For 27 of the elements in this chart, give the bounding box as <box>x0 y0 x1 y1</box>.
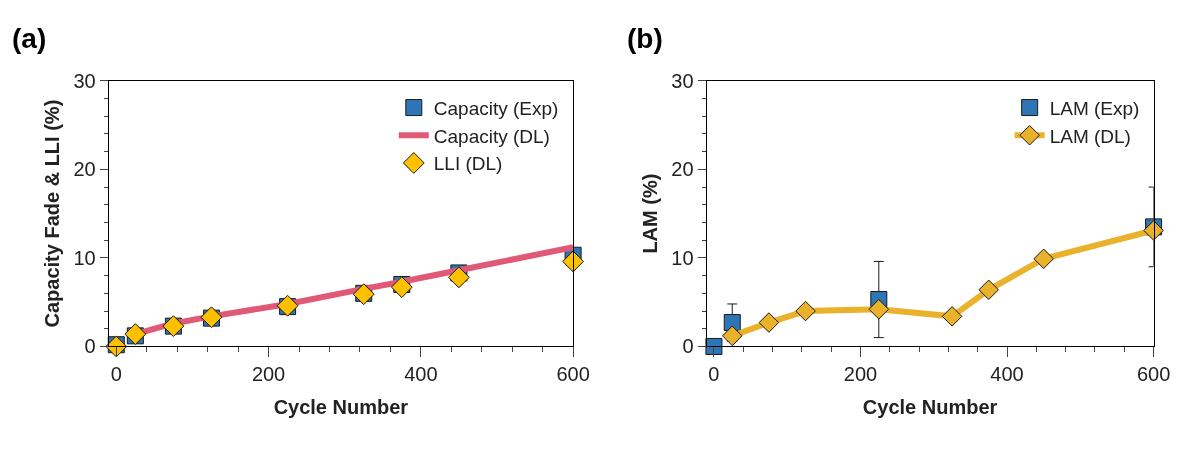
legend-label: Capacity (Exp) <box>433 97 559 119</box>
x-tick-label: 0 <box>110 363 122 386</box>
y-tick-label: 0 <box>84 335 96 358</box>
y-axis-title: Capacity Fade & LLI (%) <box>40 99 63 328</box>
y-tick-label: 0 <box>682 335 694 358</box>
x-tick-label: 600 <box>1136 363 1171 386</box>
y-axis-title: LAM (%) <box>638 173 661 254</box>
y-tick-label: 20 <box>73 158 96 181</box>
y-tick-label: 10 <box>671 246 694 269</box>
x-tick-label: 200 <box>843 363 878 386</box>
legend-label: Capacity (DL) <box>433 125 550 147</box>
chart-title: (a) <box>12 23 47 54</box>
legend-label: LLI (DL) <box>433 153 503 175</box>
x-axis-title: Cycle Number <box>862 395 998 418</box>
x-tick-label: 200 <box>251 363 286 386</box>
y-tick-label: 30 <box>671 69 694 92</box>
x-axis-title: Cycle Number <box>273 395 409 418</box>
y-tick-label: 10 <box>73 246 96 269</box>
y-tick-label: 20 <box>671 158 694 181</box>
x-tick-label: 400 <box>990 363 1024 386</box>
chart-title: (b) <box>627 23 663 54</box>
x-tick-label: 400 <box>404 363 438 386</box>
legend-label: LAM (Exp) <box>1049 97 1140 119</box>
legend-label: LAM (DL) <box>1049 125 1131 147</box>
x-tick-label: 0 <box>708 363 720 386</box>
y-tick-label: 30 <box>73 69 96 92</box>
x-tick-label: 600 <box>556 363 590 386</box>
